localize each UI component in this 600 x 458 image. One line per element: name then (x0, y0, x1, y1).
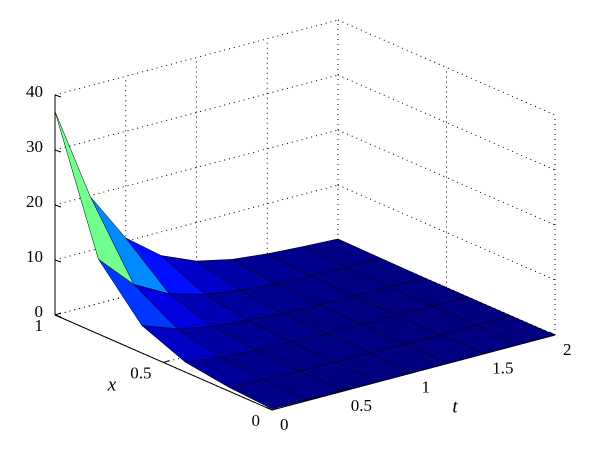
t-tick-label: 1.5 (492, 359, 513, 378)
z-tick-label: 10 (26, 247, 43, 266)
t-axis-label: t (452, 396, 458, 417)
t-tick-label: 1 (422, 377, 431, 396)
t-tick-label: 2 (563, 340, 572, 359)
t-tick-label: 0 (280, 415, 289, 434)
t-tick (265, 406, 273, 411)
z-tick (54, 94, 62, 98)
z-tick (54, 314, 62, 318)
x-tick-label: 0 (252, 411, 261, 430)
t-tick-label: 0.5 (351, 396, 372, 415)
z-tick-label: 20 (26, 192, 43, 211)
x-tick-label: 0.5 (130, 363, 151, 382)
x-tick (54, 312, 62, 316)
z-tick (54, 204, 62, 208)
surface-patch (227, 379, 309, 410)
z-tick-label: 40 (26, 82, 43, 101)
z-tick (54, 149, 62, 153)
z-tick-label: 30 (26, 137, 43, 156)
z-tick-label: 0 (35, 302, 44, 321)
x-tick-label: 1 (35, 316, 44, 335)
z-tick (54, 259, 62, 263)
x-tick (163, 360, 170, 363)
x-axis-label: x (107, 374, 117, 395)
x-tick (271, 407, 279, 411)
